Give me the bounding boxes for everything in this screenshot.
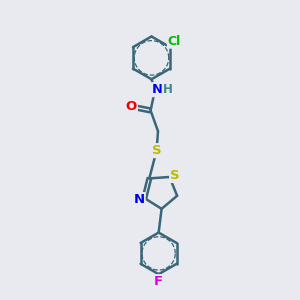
Text: H: H <box>163 82 172 96</box>
Text: Cl: Cl <box>168 35 181 48</box>
Text: S: S <box>170 169 180 182</box>
Text: O: O <box>126 100 137 112</box>
Text: S: S <box>152 144 162 157</box>
Text: N: N <box>134 193 145 206</box>
Text: F: F <box>154 275 163 288</box>
Text: N: N <box>151 83 162 96</box>
